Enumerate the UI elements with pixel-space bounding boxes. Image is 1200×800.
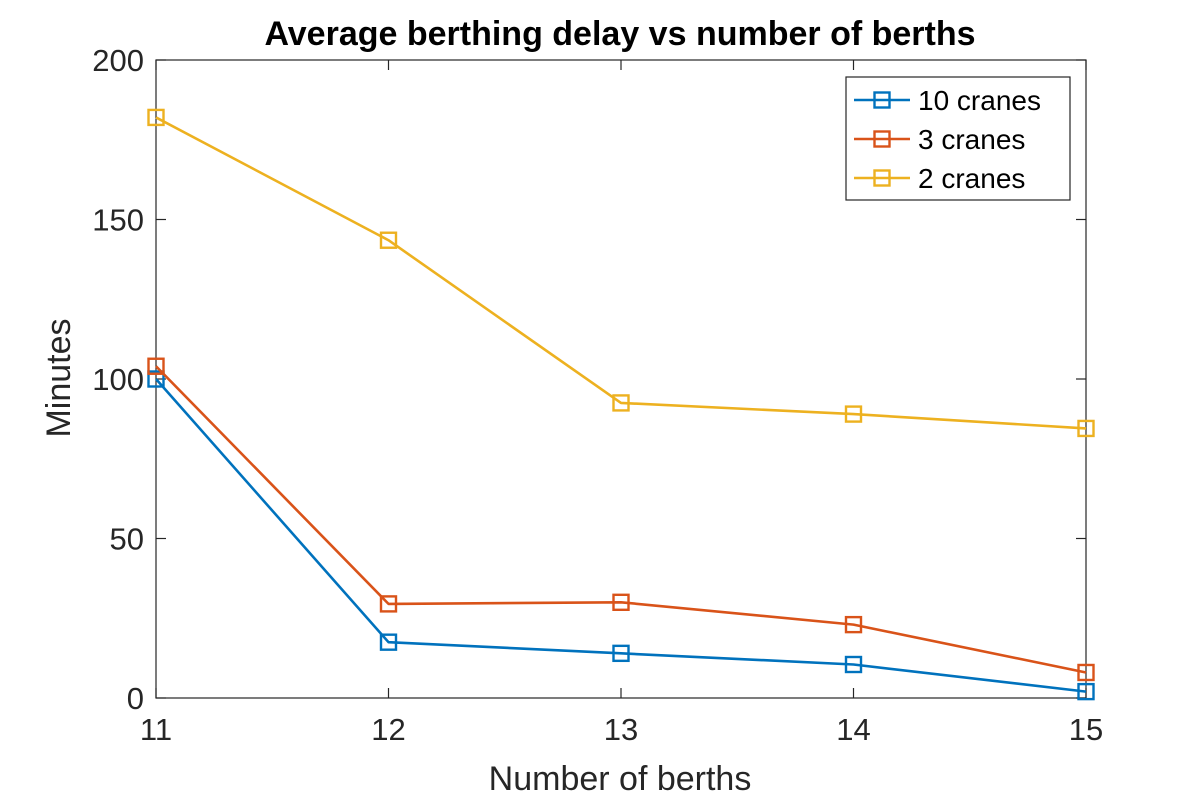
- x-axis-label: Number of berths: [489, 760, 752, 798]
- data-point: [147, 357, 165, 375]
- x-tick-label: 14: [836, 712, 870, 747]
- legend-label: 3 cranes: [918, 124, 1025, 155]
- legend-item: 10 cranes: [854, 85, 1041, 116]
- y-tick-label: 100: [92, 362, 144, 397]
- series-0: [147, 370, 1095, 701]
- x-tick-label: 15: [1069, 712, 1103, 747]
- series-line: [155, 378, 1087, 693]
- series-layer: [147, 108, 1095, 701]
- data-point: [844, 405, 863, 423]
- data-point: [379, 595, 398, 613]
- legend-item: 3 cranes: [854, 124, 1025, 155]
- y-tick-label: 50: [110, 522, 144, 557]
- series-2: [147, 108, 1095, 438]
- x-tick-label: 12: [371, 712, 405, 747]
- data-point: [612, 593, 630, 611]
- series-line: [155, 116, 1087, 430]
- legend-item: 2 cranes: [854, 163, 1025, 194]
- data-point: [147, 108, 165, 127]
- legend-swatch-marker: [873, 169, 891, 187]
- x-tick-label: 11: [140, 712, 172, 747]
- series-1: [147, 357, 1095, 682]
- legend-label: 10 cranes: [918, 85, 1041, 116]
- series-line: [155, 365, 1087, 674]
- data-point: [147, 370, 165, 388]
- data-point: [379, 231, 398, 249]
- chart-title: Average berthing delay vs number of bert…: [264, 15, 975, 53]
- y-tick-label: 200: [92, 43, 144, 78]
- data-point: [1077, 663, 1095, 682]
- data-point: [1077, 419, 1095, 438]
- x-tick-label: 13: [604, 712, 638, 747]
- data-point: [1077, 682, 1095, 701]
- data-point: [844, 655, 863, 674]
- data-point: [612, 394, 630, 412]
- legend: 10 cranes 3 cranes 2 cranes: [845, 76, 1071, 201]
- y-tick-label: 150: [92, 203, 144, 238]
- data-point: [844, 615, 863, 634]
- legend-swatch-marker: [873, 91, 891, 109]
- legend-label: 2 cranes: [918, 163, 1025, 194]
- y-axis-label: Minutes: [40, 318, 78, 437]
- y-tick-label: 0: [127, 681, 144, 716]
- data-point: [612, 644, 630, 663]
- legend-swatch-marker: [873, 130, 891, 148]
- data-point: [379, 633, 398, 651]
